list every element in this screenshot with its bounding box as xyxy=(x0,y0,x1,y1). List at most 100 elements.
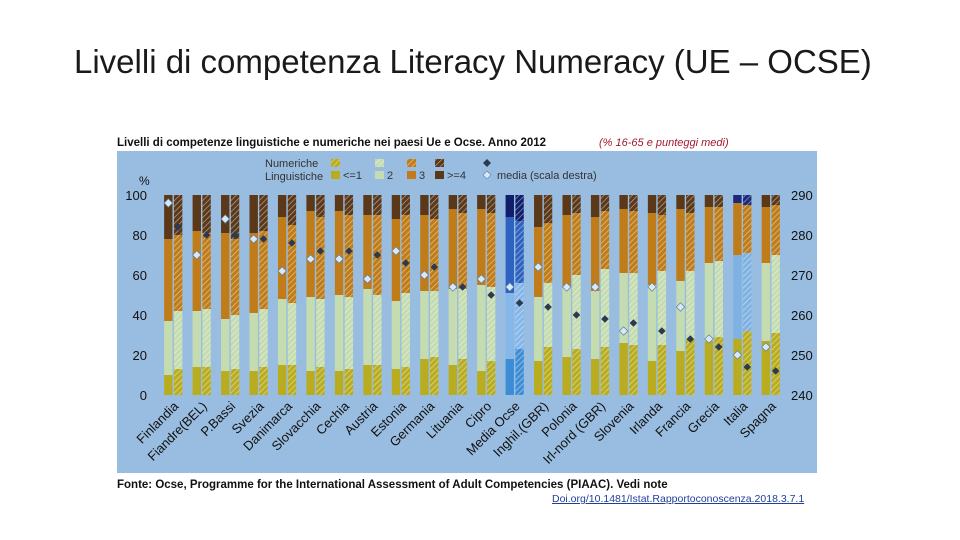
literacy-mean-marker xyxy=(561,282,572,292)
right-axis-tick-label: 270 xyxy=(791,268,813,283)
bar-numeracy-hatch xyxy=(316,367,325,395)
literacy-mean-marker xyxy=(391,246,401,256)
left-axis-tick-label: 100 xyxy=(125,188,147,203)
bar-literacy-level-1 xyxy=(164,375,173,395)
bar-numeracy-hatch xyxy=(259,367,268,395)
bar-numeracy-hatch xyxy=(486,287,496,361)
bar-numeracy-hatch xyxy=(202,367,211,395)
doi-link[interactable]: Doi.org/10.1481/Istat.Rapportoconoscenza… xyxy=(552,493,805,505)
bar-numeracy-hatch xyxy=(686,213,695,271)
bar-numeracy-hatch xyxy=(430,357,439,395)
bar-literacy-level-1 xyxy=(534,361,543,395)
bar-numeracy-hatch xyxy=(600,195,610,211)
literacy-mean-marker xyxy=(419,270,430,280)
legend-level-2: 2 xyxy=(387,170,393,182)
bar-literacy-level-2 xyxy=(334,295,344,371)
bar-numeracy-hatch xyxy=(629,211,638,273)
bar-literacy-level-1 xyxy=(562,357,571,395)
category-group xyxy=(306,195,325,395)
left-axis-unit: % xyxy=(139,174,150,188)
bar-numeracy-hatch xyxy=(344,297,354,369)
bar-numeracy-hatch xyxy=(401,195,410,215)
bar-numeracy-hatch xyxy=(173,369,183,395)
literacy-mean-marker xyxy=(248,234,259,244)
bar-literacy-level-1 xyxy=(363,365,372,395)
bar-literacy-level-2 xyxy=(363,289,372,365)
bar-numeracy-hatch xyxy=(287,195,297,225)
bar-literacy-level-3 xyxy=(249,233,258,313)
bar-numeracy-hatch xyxy=(743,331,752,395)
chart-title: Livelli di competenze linguistiche e num… xyxy=(117,137,546,149)
numeracy-mean-marker xyxy=(658,327,666,335)
chart-figure: Livelli di competenze linguistiche e num… xyxy=(117,133,817,493)
numeracy-mean-marker xyxy=(714,343,723,351)
numeracy-mean-marker xyxy=(743,363,752,371)
numeracy-mean-marker xyxy=(401,259,410,267)
bar-literacy-level-1 xyxy=(306,371,315,395)
bar-numeracy-hatch xyxy=(202,195,211,233)
bar-literacy-level-4 xyxy=(477,195,486,209)
bar-literacy-level-2 xyxy=(505,293,514,359)
bar-literacy-level-1 xyxy=(249,371,258,395)
bar-literacy-level-1 xyxy=(192,367,201,395)
literacy-mean-marker xyxy=(334,254,344,264)
bar-numeracy-hatch xyxy=(230,315,240,369)
literacy-mean-marker xyxy=(618,326,629,336)
bar-literacy-level-4 xyxy=(534,195,543,227)
bar-literacy-level-1 xyxy=(704,341,714,395)
chart-legend: Numeriche Linguistiche <=1 2 3 >=4 media… xyxy=(265,158,597,183)
numeracy-mean-marker xyxy=(430,263,439,271)
bar-literacy-level-2 xyxy=(733,255,742,339)
bar-literacy-level-2 xyxy=(164,321,173,375)
numeracy-mean-marker xyxy=(601,315,609,323)
bar-literacy-level-3 xyxy=(676,209,685,281)
bar-literacy-level-4 xyxy=(562,195,571,215)
bar-numeracy-hatch xyxy=(230,239,240,315)
bar-literacy-level-3 xyxy=(306,211,315,297)
right-axis-tick-label: 280 xyxy=(791,228,813,243)
bar-numeracy-hatch xyxy=(771,333,780,395)
bar-numeracy-hatch xyxy=(458,213,467,289)
bar-literacy-level-2 xyxy=(221,319,230,371)
bar-numeracy-hatch xyxy=(686,271,695,339)
bar-numeracy-hatch xyxy=(259,309,268,367)
category-group xyxy=(704,195,723,395)
chart-subtitle: (% 16-65 e punteggi medi) xyxy=(599,137,729,149)
bar-numeracy-hatch xyxy=(657,345,667,395)
bar-literacy-level-1 xyxy=(619,343,628,395)
legend-mean-label: media (scala destra) xyxy=(497,170,597,182)
bar-literacy-level-2 xyxy=(647,285,657,361)
legend-marker-numeracy xyxy=(483,159,491,167)
bar-literacy-level-2 xyxy=(704,263,714,341)
literacy-mean-marker xyxy=(505,282,515,292)
category-group xyxy=(334,195,354,395)
bar-numeracy-hatch xyxy=(173,195,183,235)
category-group xyxy=(448,195,467,395)
bar-literacy-level-2 xyxy=(676,281,685,351)
bar-literacy-level-1 xyxy=(221,371,230,395)
right-axis-tick-label: 290 xyxy=(791,188,813,203)
numeracy-mean-marker xyxy=(458,283,467,291)
bar-numeracy-hatch xyxy=(344,195,354,215)
category-group xyxy=(590,195,610,395)
bar-literacy-level-3 xyxy=(619,209,628,273)
numeracy-mean-marker xyxy=(771,367,780,375)
chart-source-band xyxy=(117,473,817,493)
bar-literacy-level-1 xyxy=(505,359,514,395)
bar-literacy-level-3 xyxy=(761,207,771,263)
bar-literacy-level-1 xyxy=(448,365,458,395)
right-axis-tick-label: 260 xyxy=(791,308,813,323)
bar-numeracy-hatch xyxy=(714,195,723,207)
bar-numeracy-hatch xyxy=(743,195,752,205)
bar-numeracy-hatch xyxy=(771,205,780,255)
bar-numeracy-hatch xyxy=(430,219,439,291)
bar-numeracy-hatch xyxy=(202,233,211,309)
bar-numeracy-hatch xyxy=(316,217,325,299)
category-group xyxy=(192,195,211,395)
category-group xyxy=(505,195,524,395)
bar-literacy-level-4 xyxy=(761,195,771,207)
bar-numeracy-hatch xyxy=(287,365,297,395)
bar-literacy-level-1 xyxy=(420,359,429,395)
legend-swatch-hatch xyxy=(331,159,340,167)
bar-literacy-level-1 xyxy=(733,339,742,395)
